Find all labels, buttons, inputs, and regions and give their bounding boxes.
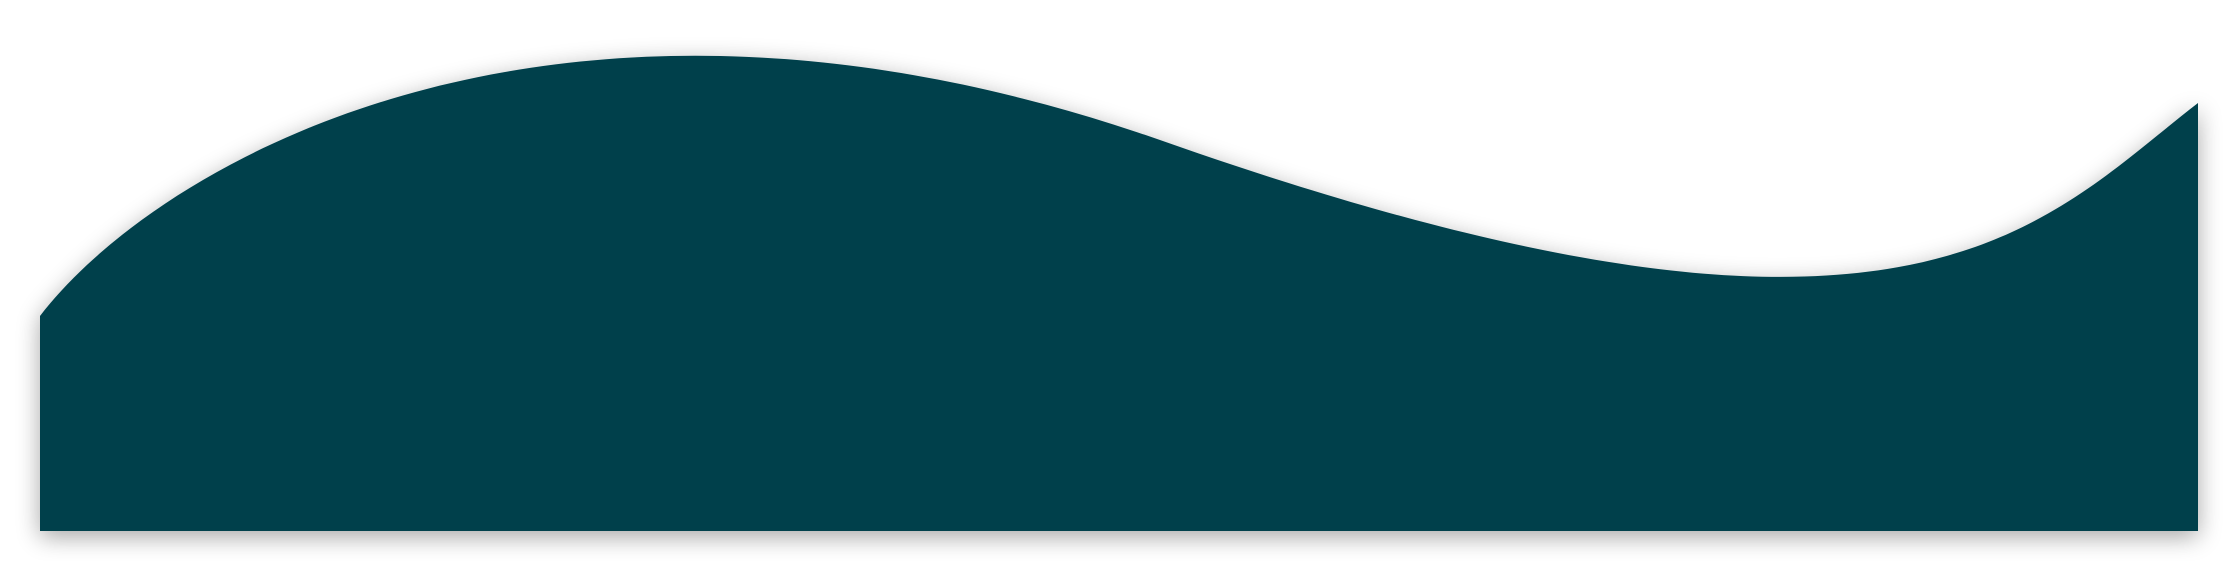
wave-fill bbox=[40, 55, 2198, 531]
